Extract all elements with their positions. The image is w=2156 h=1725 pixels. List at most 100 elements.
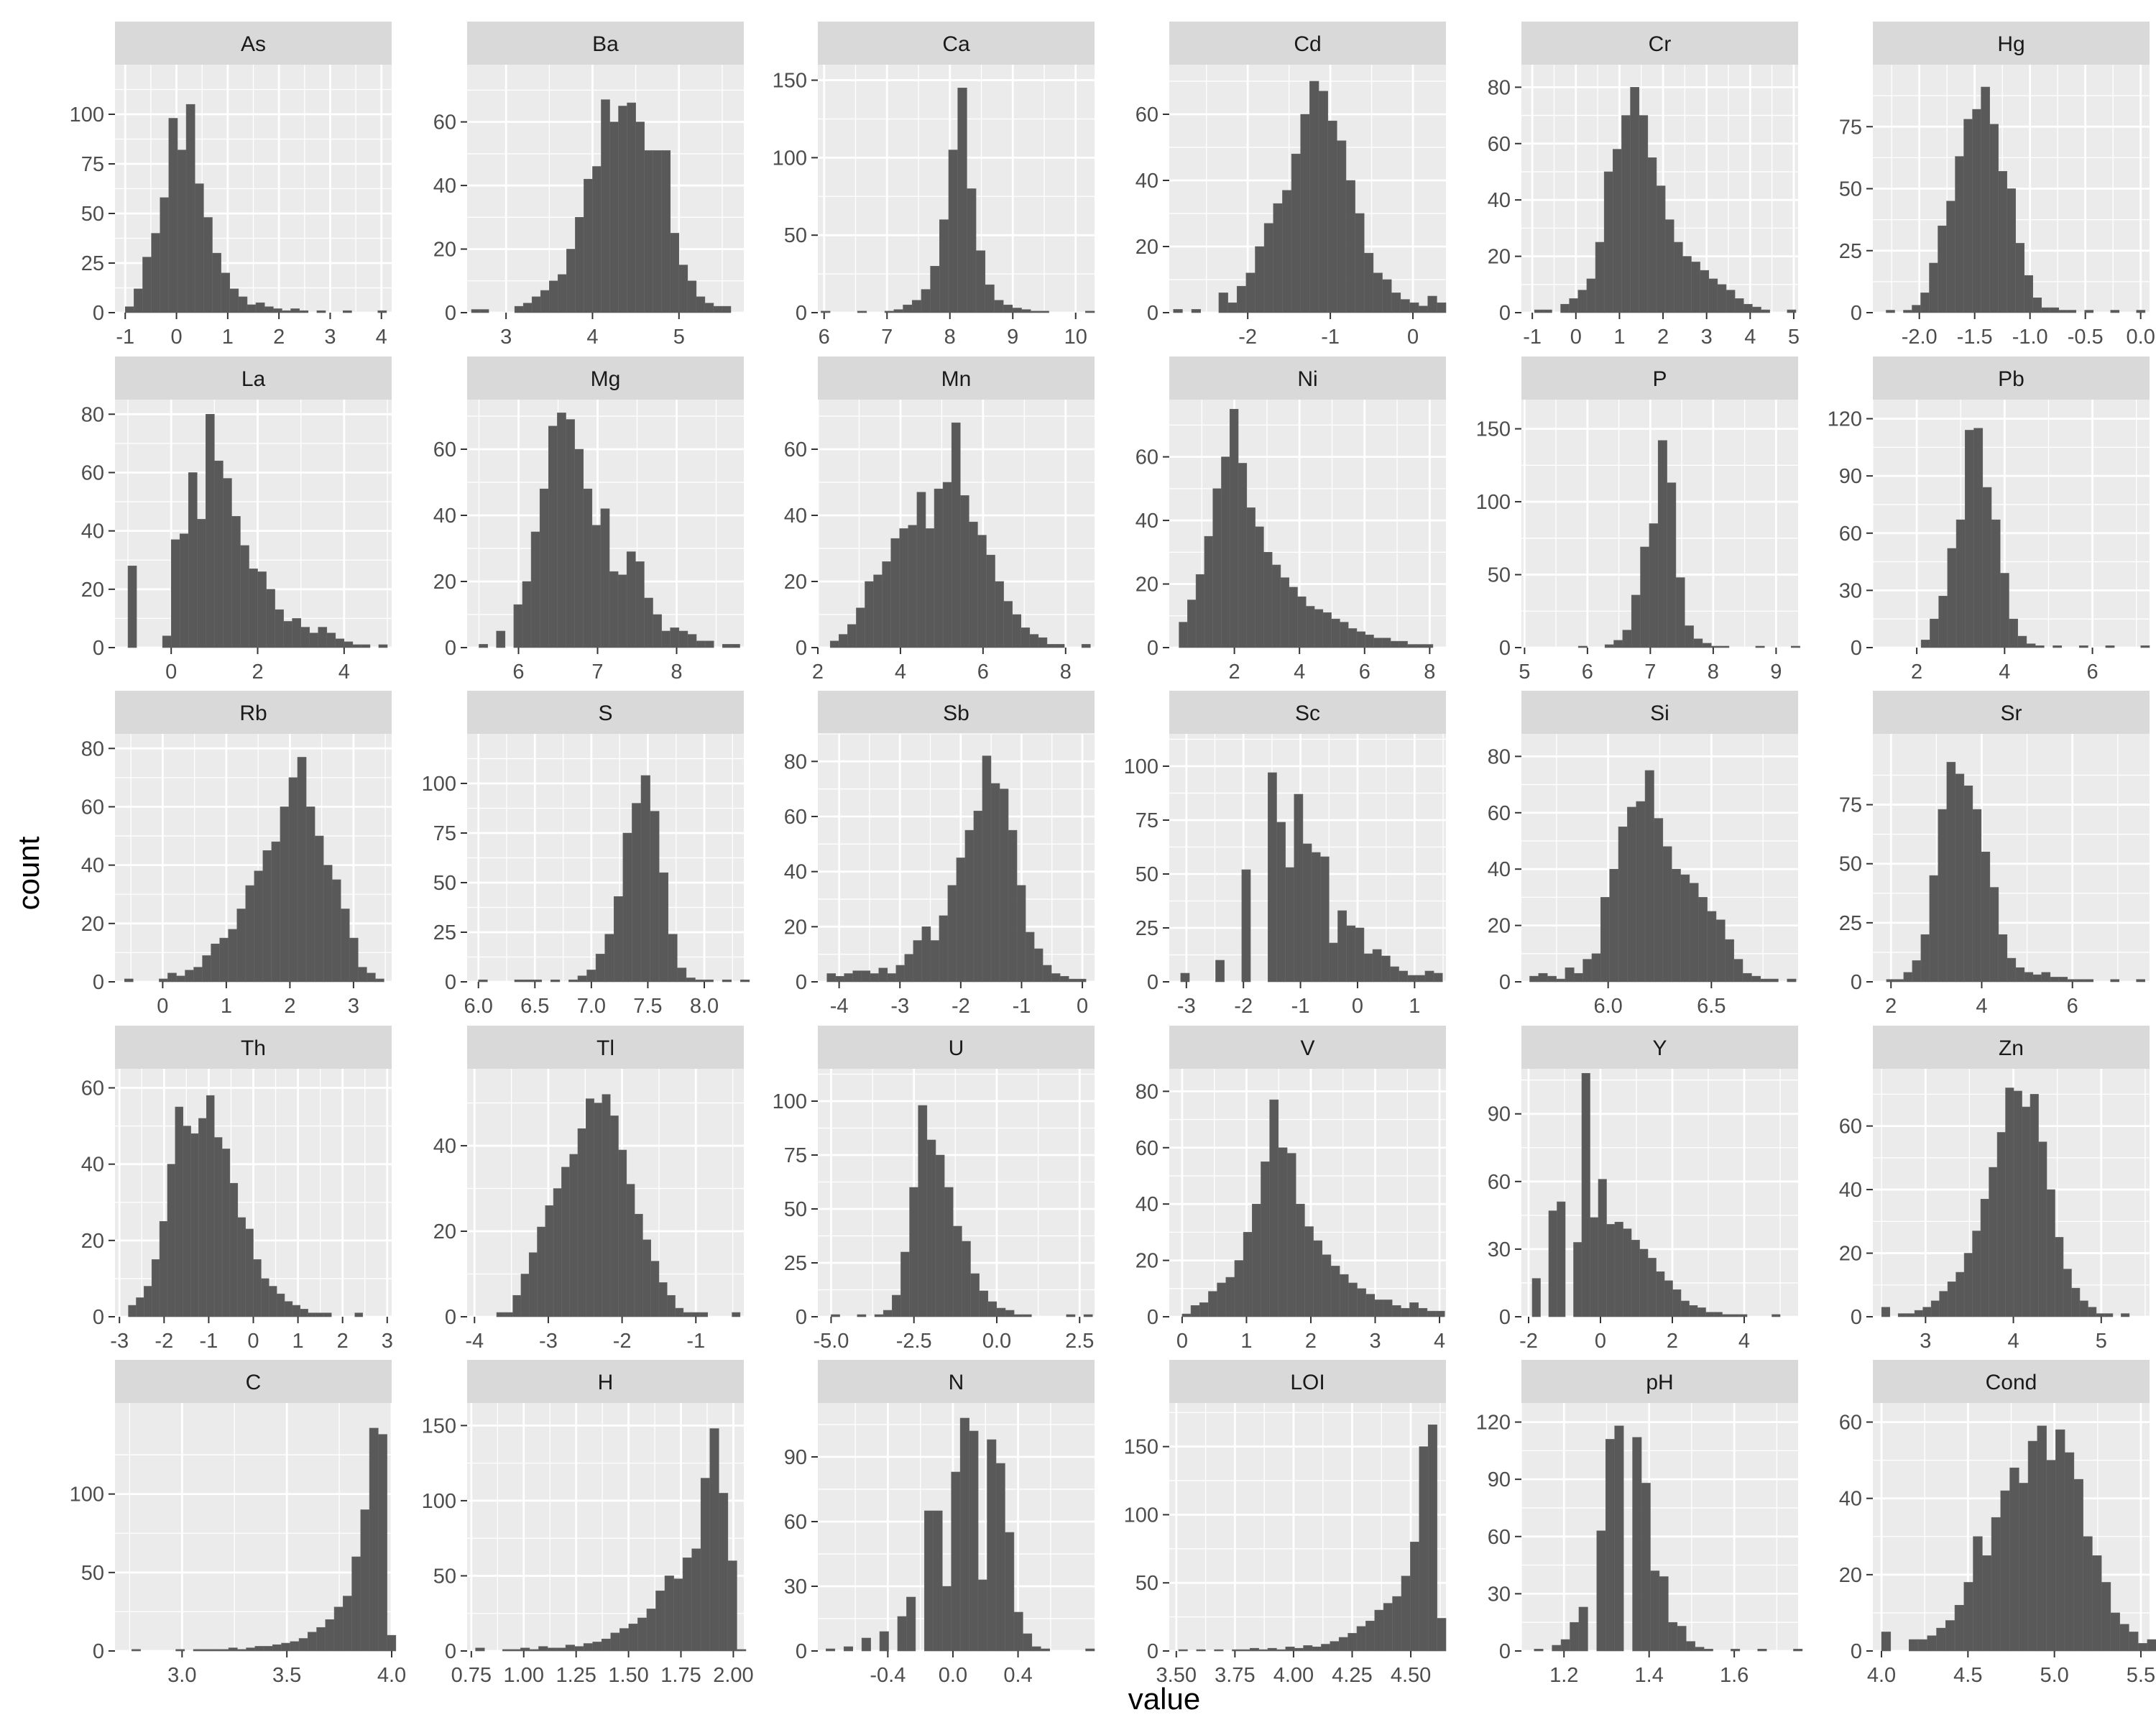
histogram-bar xyxy=(678,630,688,648)
histogram-bar xyxy=(644,597,653,648)
histogram-bar xyxy=(569,1154,579,1317)
histogram-bar xyxy=(1946,762,1956,983)
histogram-bar xyxy=(550,979,561,983)
y-tick-label: 0 xyxy=(1147,302,1158,325)
facet-strip-label: pH xyxy=(1646,1371,1673,1394)
histogram-bar xyxy=(1081,644,1091,648)
histogram-bar xyxy=(228,929,238,983)
histogram-bar xyxy=(939,915,949,983)
histogram-bar xyxy=(1297,596,1307,648)
histogram-bar xyxy=(2005,1087,2014,1317)
x-tick-label: -1 xyxy=(686,1330,705,1353)
histogram-bar xyxy=(1314,609,1324,648)
histogram-bar xyxy=(865,581,874,648)
histogram-bar xyxy=(676,967,687,983)
histogram-bar xyxy=(861,970,871,983)
y-tick-label: 0 xyxy=(93,1306,104,1329)
histogram-bar xyxy=(1407,975,1417,983)
histogram-bar xyxy=(1710,645,1720,648)
facet-strip xyxy=(1873,356,2150,400)
histogram-bar xyxy=(640,775,650,983)
histogram-bar xyxy=(1245,272,1256,313)
histogram-bar xyxy=(1989,887,1999,983)
x-tick-label: 4 xyxy=(1999,661,2010,684)
histogram-bar xyxy=(1965,430,1974,648)
facet-cr: Cr -1 0 1 2 3 4 5 0 20 40 60 80 xyxy=(1488,22,1800,349)
x-tick-label: 6 xyxy=(819,326,830,349)
x-tick-label: 2 xyxy=(273,326,285,349)
histogram-bar xyxy=(583,1643,594,1652)
histogram-bar xyxy=(718,1493,729,1652)
x-tick-label: 3 xyxy=(324,326,336,349)
histogram-bar xyxy=(895,965,906,983)
histogram-bar xyxy=(229,1182,239,1317)
histogram-bar xyxy=(1680,874,1690,983)
histogram-bar xyxy=(986,554,995,648)
histogram-bar xyxy=(1215,960,1225,983)
x-tick-label: 6 xyxy=(1359,661,1370,684)
y-tick-label: 0 xyxy=(1147,637,1158,660)
histogram-bar xyxy=(219,1649,229,1652)
facet-zn: Zn 3 4 5 0 20 40 60 xyxy=(1839,1026,2150,1353)
histogram-bar xyxy=(305,806,315,983)
y-tick-label: 30 xyxy=(1839,579,1862,602)
x-tick-label: 2 xyxy=(1657,326,1669,349)
histogram-bar xyxy=(1755,645,1765,648)
histogram-bar xyxy=(1418,305,1429,313)
histogram-bar xyxy=(183,1126,191,1317)
histogram-bar xyxy=(177,150,187,313)
y-tick-label: 80 xyxy=(784,750,807,773)
histogram-bar xyxy=(1382,279,1392,313)
x-tick-label: 4 xyxy=(1744,326,1756,349)
histogram-bar xyxy=(1531,1278,1541,1317)
histogram-bar xyxy=(1614,1221,1623,1317)
x-tick-label: -1 xyxy=(1013,995,1031,1018)
histogram-bar xyxy=(1238,463,1248,648)
x-tick-label: -1.5 xyxy=(1957,326,1993,349)
histogram-bar xyxy=(1980,1199,1989,1317)
histogram-bar xyxy=(1225,1276,1235,1317)
facet-strip-label: Sr xyxy=(2001,702,2022,725)
histogram-bar xyxy=(2079,1300,2088,1317)
histogram-bar xyxy=(1261,1162,1270,1317)
histogram-bar xyxy=(1232,1649,1242,1652)
histogram-bar xyxy=(1939,1291,1948,1317)
histogram-bar xyxy=(661,150,671,313)
y-tick-label: 50 xyxy=(81,203,104,226)
y-tick-label: 90 xyxy=(784,1446,807,1469)
histogram-bar xyxy=(1400,299,1410,313)
x-tick-label: 1.4 xyxy=(1635,1664,1664,1687)
histogram-bar xyxy=(1538,972,1548,983)
histogram-bar xyxy=(908,525,918,648)
y-tick-label: 20 xyxy=(81,913,104,936)
x-tick-label: 0 xyxy=(170,326,182,349)
histogram-bar xyxy=(1255,246,1265,313)
histogram-bar xyxy=(144,1286,152,1317)
histogram-bar xyxy=(1726,290,1736,313)
histogram-bar xyxy=(1613,640,1623,648)
histogram-bar xyxy=(2058,310,2068,313)
histogram-bar xyxy=(1304,1226,1314,1317)
histogram-bar xyxy=(574,1646,584,1652)
histogram-bar xyxy=(2104,1313,2114,1317)
facet-strip-label: Cond xyxy=(1986,1371,2037,1394)
histogram-bar xyxy=(245,1228,254,1317)
histogram-bar xyxy=(1693,638,1703,648)
histogram-bar xyxy=(1621,115,1631,313)
x-tick-label: 4 xyxy=(1294,661,1305,684)
histogram-bar xyxy=(884,310,895,313)
histogram-bar xyxy=(335,638,345,648)
histogram-bar xyxy=(1722,1314,1731,1317)
histogram-bar xyxy=(2009,1467,2019,1652)
x-tick-label: 6 xyxy=(2086,661,2098,684)
histogram-bar xyxy=(1583,959,1593,983)
histogram-bar xyxy=(650,1261,660,1317)
histogram-bar xyxy=(221,272,231,313)
histogram-bar xyxy=(1715,919,1726,983)
y-tick-label: 0 xyxy=(1499,302,1511,325)
histogram-bar xyxy=(1675,577,1685,648)
histogram-bar xyxy=(1963,1253,1973,1317)
x-tick-label: -2 xyxy=(155,1330,173,1353)
x-tick-label: 6.0 xyxy=(464,995,493,1018)
